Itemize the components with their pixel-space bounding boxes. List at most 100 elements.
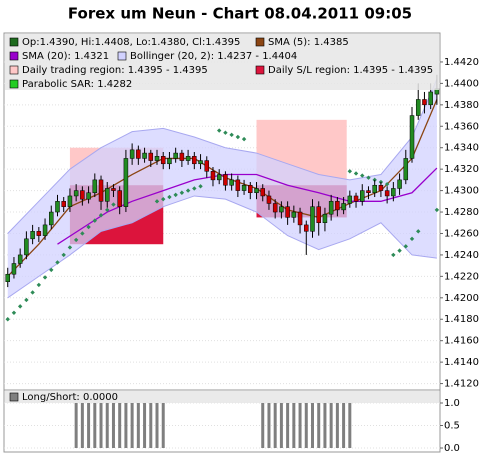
y-tick-label: 1.4320 <box>444 164 479 175</box>
bar <box>323 403 327 448</box>
y-tick-label: 1.4400 <box>444 78 479 89</box>
sar-dot <box>49 267 54 273</box>
bollinger-upper <box>7 78 438 234</box>
sar-dot <box>92 218 98 223</box>
legend-label: SMA (20): 1.4321 <box>22 51 109 62</box>
candle-body <box>316 206 321 224</box>
candle-body <box>360 190 365 202</box>
candle-body <box>185 156 191 161</box>
legend-label: Long/Short: 0.0000 <box>22 392 118 403</box>
candle-body <box>92 179 98 193</box>
sar-dot <box>192 186 197 191</box>
y-tick-label: 1.4200 <box>444 293 479 304</box>
bar <box>292 403 296 448</box>
legend-swatch <box>255 37 265 47</box>
candle-body <box>266 195 272 204</box>
sar-dot <box>24 297 29 303</box>
candle-body <box>36 231 42 236</box>
bar <box>105 403 109 448</box>
bar <box>298 403 302 448</box>
bar <box>304 403 308 448</box>
candle-body <box>285 206 290 218</box>
bar <box>335 403 339 448</box>
bar <box>161 403 165 448</box>
legend-swatch <box>255 65 265 75</box>
legend-label: Daily S/L region: 1.4395 - 1.4395 <box>268 65 433 76</box>
candle-body <box>291 211 297 218</box>
bar <box>261 403 265 448</box>
legend-swatch <box>9 51 19 61</box>
chart-title: Forex um Neun - Chart 08.04.2011 09:05 <box>68 5 412 23</box>
sar-dot <box>397 248 402 253</box>
y-tick-label: 1.4340 <box>444 143 479 154</box>
sar-dot <box>61 252 66 258</box>
candle-body <box>173 152 178 159</box>
bar <box>273 403 277 448</box>
candle-body <box>403 158 409 181</box>
sar-dot <box>30 290 35 295</box>
y-tick-label: 1.4160 <box>444 336 479 347</box>
sar-dot <box>403 244 408 249</box>
bar <box>118 403 122 448</box>
candle-body <box>223 174 228 186</box>
candle-body <box>129 149 135 159</box>
sar-dot <box>154 199 160 204</box>
sar-dot <box>409 236 415 242</box>
sar-dot <box>55 260 60 265</box>
legend-box <box>5 391 439 403</box>
legend-label: Daily trading region: 1.4395 - 1.4395 <box>22 65 208 76</box>
bar <box>310 403 314 448</box>
candle-body <box>279 206 284 213</box>
candle-body <box>378 184 384 191</box>
candle-body <box>328 201 334 215</box>
bar <box>267 403 271 448</box>
legend-label: Parabolic SAR: 1.4282 <box>22 79 132 90</box>
sar-dot <box>11 310 17 316</box>
candle-body <box>67 195 73 207</box>
candle-body <box>136 149 141 159</box>
candle-body <box>428 91 433 106</box>
candle-body <box>254 188 259 193</box>
sar-dot <box>353 171 359 176</box>
candle-body <box>148 152 154 161</box>
sar-dot <box>5 317 10 322</box>
candle-body <box>372 184 377 193</box>
y-tick-label: 1.0 <box>444 398 460 409</box>
candle-body <box>248 184 253 193</box>
sar-dot <box>391 252 396 258</box>
bar <box>136 403 140 448</box>
sar-dot <box>98 213 104 218</box>
sar-dot <box>17 304 23 309</box>
bar <box>155 403 159 448</box>
sar-dot <box>86 224 91 230</box>
candle-body <box>409 115 415 159</box>
sar-dot <box>217 128 222 133</box>
candle-body <box>61 201 66 207</box>
legend-label: SMA (5): 1.4385 <box>268 37 349 48</box>
candle-body <box>366 190 371 193</box>
candle-body <box>310 206 315 232</box>
bar <box>329 403 333 448</box>
candle-body <box>154 156 160 161</box>
candle-body <box>73 190 79 197</box>
sar-dot <box>36 282 42 288</box>
candle-body <box>297 211 303 226</box>
candle-body <box>347 195 353 204</box>
bar <box>342 403 346 448</box>
bar <box>111 403 115 448</box>
legend-label: Bollinger (20, 2): 1.4237 - 1.4404 <box>130 51 297 62</box>
y-tick-label: 1.4120 <box>444 379 479 390</box>
bar <box>74 403 78 448</box>
candle-body <box>198 160 203 165</box>
candle-body <box>335 201 340 211</box>
candle-body <box>341 203 346 211</box>
y-tick-label: 1.4300 <box>444 186 479 197</box>
sar-dot <box>223 130 228 135</box>
candle-body <box>160 156 166 165</box>
sar-dot <box>235 134 241 140</box>
candle-body <box>104 188 110 202</box>
sar-dot <box>416 229 421 234</box>
y-tick-label: 1.4280 <box>444 207 479 218</box>
sar-dot <box>384 181 390 187</box>
